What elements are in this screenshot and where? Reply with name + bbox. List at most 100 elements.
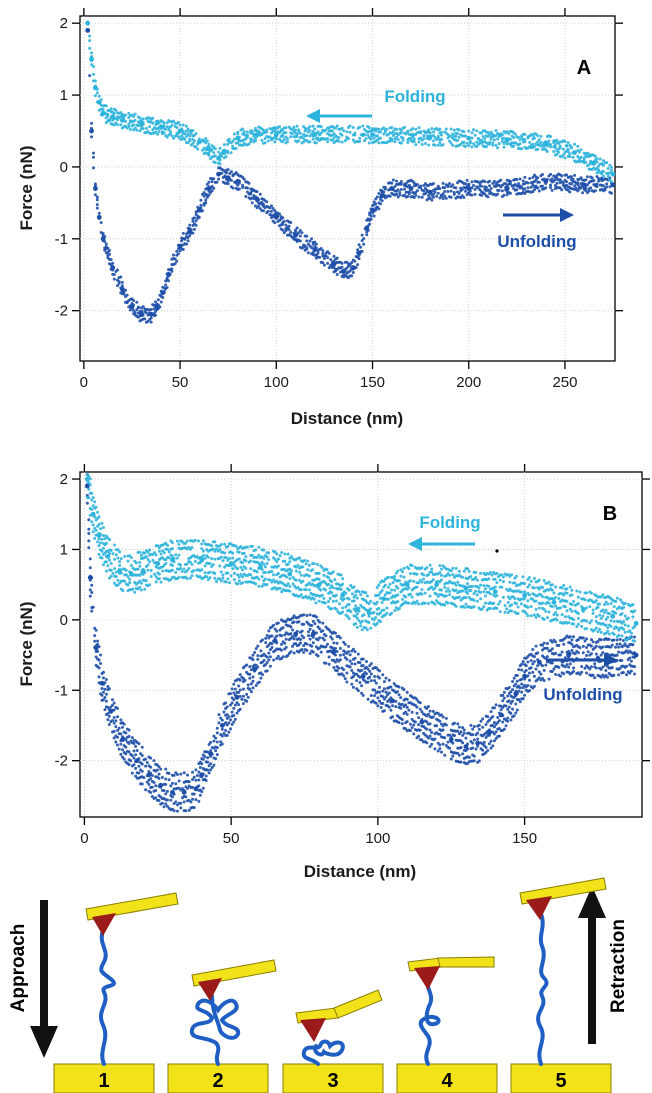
folding-trace-dot-b [86,459,89,462]
unfolding-trace-dot-b [307,634,311,638]
unfolding-trace-dot-b [144,764,148,768]
unfolding-trace-dot-b [215,726,219,730]
folding-trace-dot-b [362,613,366,617]
unfolding-trace-dot-b [594,644,598,648]
unfolding-trace-dot-a [236,183,240,187]
unfolding-trace-dot-b [87,546,91,550]
unfolding-trace-dot-b [272,639,276,643]
unfolding-trace-dot-b [124,731,128,735]
unfolding-trace-dot-a [165,272,169,276]
unfolding-trace-dot-b [117,747,121,751]
unfolding-trace-dot-b [604,669,608,673]
unfolding-trace-dot-b [384,695,388,699]
unfolding-trace-dot-b [384,676,388,680]
unfolding-trace-dot-b [506,694,510,698]
unfolding-trace-dot-a [314,246,318,250]
folding-trace-dot-b [90,498,94,502]
unfolding-trace-dot-b [404,727,408,731]
folding-trace-dot-a [133,118,137,122]
unfolding-trace-dot-a [357,243,361,247]
unfolding-trace-dot-b [169,798,173,802]
folding-trace-dot-b [146,558,150,562]
unfolding-trace-dot-b [333,660,337,664]
unfolding-trace-dot-b [444,716,448,720]
unfolding-trace-dot-b [318,620,322,624]
unfolding-trace-dot-a [403,187,407,191]
unfolding-trace-dot-b [541,664,545,668]
unfolding-trace-dot-b [187,808,191,812]
folding-trace-dot-a [253,139,257,143]
unfolding-trace-dot-b [378,690,382,694]
unfolding-trace-dot-b [316,654,320,658]
folding-trace-dot-b [341,610,345,614]
folding-trace-dot-b [257,577,261,581]
folding-trace-dot-a [86,22,90,26]
folding-trace-dot-b [519,590,523,594]
folding-trace-dot-a [379,130,383,134]
unfolding-trace-dot-b [228,718,232,722]
unfolding-trace-dot-b [338,653,342,657]
folding-trace-dot-b [169,578,173,582]
unfolding-trace-dot-b [499,704,503,708]
folding-trace-dot-b [327,575,331,579]
folding-trace-dot-b [446,601,450,605]
marks-a [85,16,615,324]
unfolding-trace-dot-b [302,636,306,640]
folding-trace-dot-b [143,551,147,555]
folding-trace-dot-b [565,609,569,613]
folding-trace-dot-a [404,132,408,136]
folding-trace-dot-a [278,125,282,129]
unfolding-trace-dot-b [531,647,535,651]
folding-trace-dot-a [297,128,301,132]
unfolding-trace-dot-b [314,615,318,619]
folding-trace-dot-b [100,537,104,541]
folding-trace-dot-b [263,565,267,569]
unfolding-trace-dot-b [633,672,637,676]
unfolding-trace-dot-b [254,663,258,667]
folding-trace-dot-b [572,599,576,603]
folding-trace-dot-b [286,562,290,566]
unfolding-trace-dot-a [111,261,115,265]
folding-trace-dot-a [202,139,206,143]
unfolding-trace-dot-b [93,639,97,643]
folding-trace-dot-b [594,619,598,623]
unfolding-trace-dot-b [164,792,168,796]
unfolding-trace-dot-a [505,193,509,197]
folding-trace-dot-a [536,140,540,144]
unfolding-trace-dot-b [256,654,260,658]
unfolding-trace-dot-b [237,690,241,694]
folding-trace-dot-b [101,563,105,567]
unfolding-trace-dot-b [157,776,161,780]
unfolding-trace-dot-b [347,650,351,654]
folding-trace-dot-a [414,143,418,147]
unfolding-trace-dot-b [238,673,242,677]
folding-trace-dot-b [285,575,289,579]
folding-trace-dot-a [428,131,432,135]
unfolding-trace-dot-b [366,697,370,701]
folding-trace-dot-b [410,595,414,599]
folding-trace-dot-a [334,126,338,130]
folding-trace-dot-a [512,135,516,139]
unfolding-trace-dot-b [219,733,223,737]
unfolding-trace-dot-a [108,248,112,252]
unfolding-trace-dot-b [356,652,360,656]
folding-trace-dot-b [239,565,243,569]
folding-trace-dot-b [583,598,587,602]
unfolding-trace-dot-b [374,681,378,685]
folding-trace-dot-b [510,603,514,607]
unfolding-trace-dot-a [111,268,115,272]
folding-trace-dot-a [227,137,231,141]
unfolding-trace-dot-a [164,283,168,287]
unfolding-trace-dot-a [584,183,588,187]
folding-trace-dot-b [596,629,600,633]
unfolding-trace-dot-b [617,673,621,677]
unfolding-trace-dot-b [366,680,370,684]
folding-trace-dot-a [573,150,577,154]
unfolding-trace-dot-b [212,763,216,767]
folding-trace-dot-a [308,124,312,128]
folding-trace-dot-b [367,620,371,624]
unfolding-trace-dot-b [157,798,161,802]
unfolding-trace-dot-b [511,699,515,703]
folding-trace-dot-a [598,157,602,161]
unfolding-trace-dot-b [589,665,593,669]
